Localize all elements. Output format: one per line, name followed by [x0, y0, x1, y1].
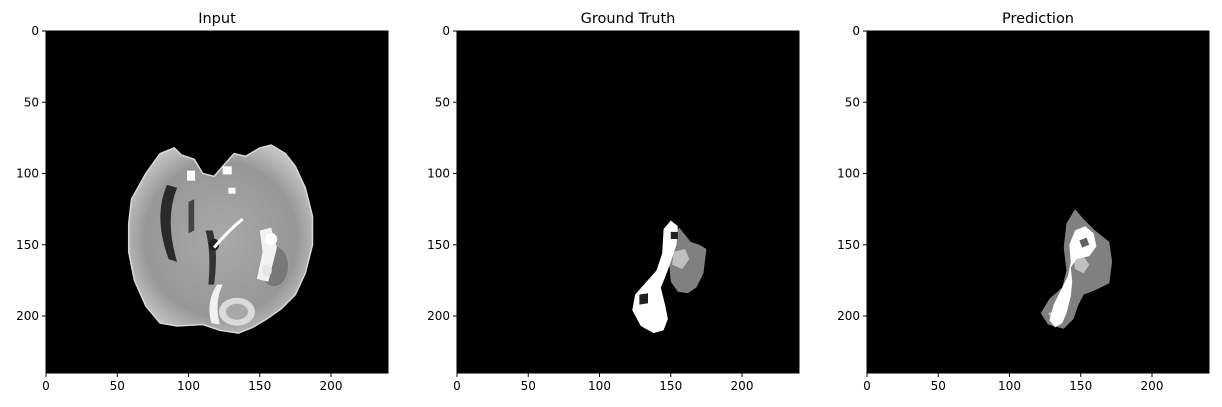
ground-truth-ytick-label-200: 200 — [427, 309, 450, 323]
prediction-region-2-0 — [1049, 226, 1097, 328]
ground-truth-ytick-label-0: 0 — [442, 24, 450, 38]
input-panel: 0 50 100 150 200 0 50 100 150 200 Input — [16, 11, 389, 393]
input-xtick-label-50: 50 — [110, 379, 125, 393]
input-ytick-label-150: 150 — [16, 238, 39, 252]
prediction-ytick-label-100: 100 — [837, 167, 860, 181]
ground-truth-xtick-label-0: 0 — [453, 379, 461, 393]
brain-scan — [127, 144, 314, 334]
input-title: Input — [198, 11, 236, 27]
prediction-xtick-label-50: 50 — [931, 379, 946, 393]
prediction-ytick-label-50: 50 — [845, 95, 860, 109]
prediction-axes-frame — [866, 30, 1210, 374]
prediction-xtick-label-0: 0 — [863, 379, 871, 393]
input-ytick-label-200: 200 — [16, 309, 39, 323]
prediction-ytick-label-200: 200 — [837, 309, 860, 323]
prediction-title: Prediction — [1002, 11, 1074, 27]
prediction-ytick-label-150: 150 — [837, 238, 860, 252]
input-xtick-label-150: 150 — [248, 379, 271, 393]
ground-truth-ytick-label-100: 100 — [427, 167, 450, 181]
prediction-xtick-label-150: 150 — [1069, 379, 1092, 393]
input-xtick-label-200: 200 — [320, 379, 343, 393]
prediction-panel: 0 50 100 150 200 0 50 100 150 200 Prediction — [837, 11, 1210, 393]
ground-truth-region-3-0 — [670, 231, 678, 239]
ground-truth-panel: 0 50 100 150 200 0 50 100 150 200 Ground Truth — [427, 11, 800, 393]
prediction-segmentation — [1040, 209, 1113, 329]
input-xtick-label-100: 100 — [177, 379, 200, 393]
input-ytick-label-0: 0 — [31, 24, 39, 38]
ground-truth-xtick-label-150: 150 — [659, 379, 682, 393]
prediction-ytick-label-0: 0 — [852, 24, 860, 38]
ground-truth-segmentation — [632, 220, 707, 334]
ground-truth-region-2-0 — [632, 220, 678, 334]
ground-truth-xtick-label-50: 50 — [521, 379, 536, 393]
prediction-image — [867, 31, 1209, 373]
ground-truth-region-3-1 — [639, 293, 648, 305]
ground-truth-ytick-label-150: 150 — [427, 238, 450, 252]
prediction-region-3-0 — [1079, 237, 1090, 248]
prediction-xtick-label-200: 200 — [1141, 379, 1164, 393]
ground-truth-title: Ground Truth — [581, 11, 676, 27]
ground-truth-xtick-label-100: 100 — [588, 379, 611, 393]
ground-truth-axes-frame — [456, 30, 800, 374]
input-ytick-label-50: 50 — [24, 95, 39, 109]
ground-truth-ytick-label-50: 50 — [435, 95, 450, 109]
prediction-xtick-label-100: 100 — [998, 379, 1021, 393]
input-ytick-label-100: 100 — [16, 167, 39, 181]
prediction-region-1-0 — [1073, 256, 1090, 274]
ground-truth-xtick-label-200: 200 — [731, 379, 754, 393]
input-xtick-label-0: 0 — [42, 379, 50, 393]
input-axes-frame — [45, 30, 389, 374]
ground-truth-image — [457, 31, 799, 373]
ground-truth-region-1-0 — [672, 249, 690, 269]
